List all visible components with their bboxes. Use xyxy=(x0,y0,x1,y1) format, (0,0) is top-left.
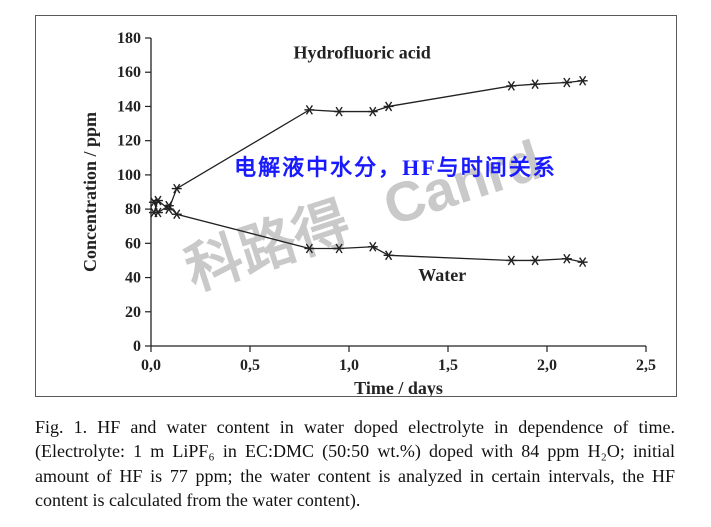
data-marker xyxy=(368,107,378,116)
data-marker xyxy=(384,251,394,260)
chart-svg: 0,0 0,5 1,0 1,5 2,0 2,5 0 20 40 60 80 100 120 140 160 1… xyxy=(36,16,676,396)
y-tick-label: 20 xyxy=(125,304,141,321)
y-tick-label: 100 xyxy=(117,167,141,184)
series-label-hydrofluoric-acid: Hydrofluoric acid xyxy=(294,43,431,63)
data-marker xyxy=(562,78,572,87)
y-tick-label: 180 xyxy=(117,30,141,47)
figure-container: 0,0 0,5 1,0 1,5 2,0 2,5 0 20 40 60 80 100 120 140 160 1… xyxy=(0,0,711,527)
data-marker xyxy=(530,256,540,265)
data-marker xyxy=(506,256,516,265)
figure-caption: Fig. 1. HF and water content in water do… xyxy=(35,415,675,512)
watermark-cn: 科路得 xyxy=(178,190,357,302)
y-axis-label: Concentration / ppm xyxy=(80,112,100,272)
x-tick-label: 2,5 xyxy=(636,357,656,374)
x-tick-label: 1,5 xyxy=(438,357,458,374)
data-marker xyxy=(334,107,344,116)
data-marker xyxy=(506,81,516,90)
y-tick-label: 140 xyxy=(117,98,141,115)
x-tick-label: 1,0 xyxy=(339,357,359,374)
y-tick-label: 120 xyxy=(117,133,141,150)
y-tick-label: 160 xyxy=(117,64,141,81)
y-tick-label: 40 xyxy=(125,270,141,287)
data-marker xyxy=(530,80,540,89)
x-tick-label: 0,0 xyxy=(141,357,161,374)
data-marker xyxy=(304,105,314,114)
data-marker xyxy=(368,242,378,251)
data-marker xyxy=(384,102,394,111)
x-axis-label: Time / days xyxy=(354,378,443,396)
data-marker xyxy=(578,258,588,267)
x-tick-label: 2,0 xyxy=(537,357,557,374)
y-tick-label: 0 xyxy=(133,338,141,355)
watermark-en: Canrd xyxy=(376,128,549,238)
data-marker xyxy=(578,76,588,85)
chart-frame: 0,0 0,5 1,0 1,5 2,0 2,5 0 20 40 60 80 100 120 140 160 1… xyxy=(35,15,677,397)
series-label-water: Water xyxy=(418,265,466,285)
data-marker xyxy=(172,184,182,193)
data-marker xyxy=(562,254,572,263)
watermark: 科路得Canrd xyxy=(178,128,549,302)
x-tick-label: 0,5 xyxy=(240,357,260,374)
annotation-cn: 电解液中水分，HF与时间关系 xyxy=(234,155,557,180)
caption-text: HF and water content in water doped elec… xyxy=(35,417,675,510)
y-tick-label: 60 xyxy=(125,235,141,252)
caption-prefix: Fig. 1. xyxy=(35,417,97,437)
y-tick-label: 80 xyxy=(125,201,141,218)
